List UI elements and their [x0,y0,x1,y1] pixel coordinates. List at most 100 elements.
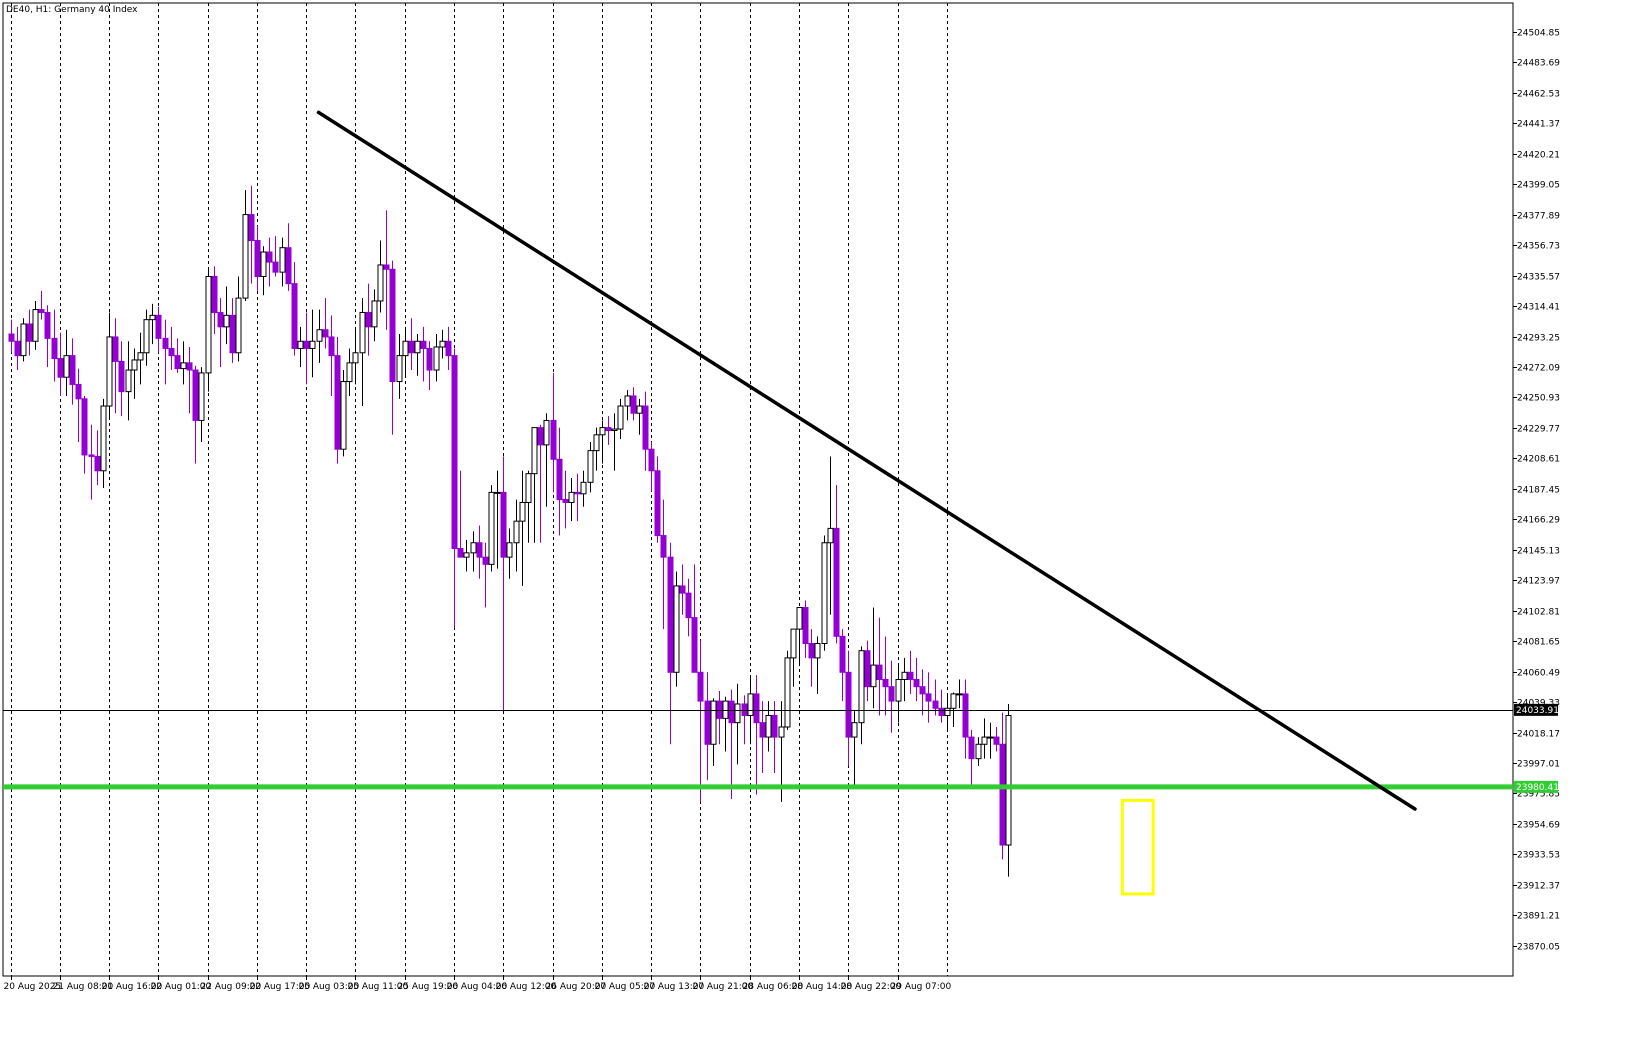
candle [149,303,156,345]
candle-body [463,552,470,558]
candle [334,336,341,464]
candle-body [913,678,920,688]
candle [309,309,316,378]
candle [463,539,470,572]
candle-body [192,369,199,421]
candle [599,420,606,464]
x-tick-label: 25 Aug 03:00 [299,982,360,992]
candle [851,711,858,788]
candle-body [383,264,390,270]
candle [728,689,735,799]
candle [365,283,372,356]
candle [420,326,427,382]
candle [913,657,920,702]
y-tick-label: 24504.85 [1517,29,1560,39]
candle-body [303,340,310,349]
candle-body [506,542,513,558]
candle-body [821,542,828,645]
candle [821,535,828,651]
y-tick-label: 24187.45 [1517,486,1560,496]
candle [975,737,982,766]
candle-body [112,336,119,362]
y-tick-label: 24293.25 [1517,334,1560,344]
candle-body [414,340,421,354]
y-tick-label: 24462.53 [1517,90,1560,100]
candle [938,689,945,723]
candle-body [611,428,618,431]
candle-body [968,736,975,760]
y-tick-label: 24335.57 [1517,273,1560,283]
candle [876,617,883,716]
candle [882,636,889,716]
candle [765,701,772,752]
candle-body [568,491,575,503]
y-tick-label: 24314.41 [1517,303,1560,313]
candle-body [845,671,852,738]
candle-body [285,247,292,285]
candle-body [543,419,550,446]
x-tick-label: 29 Aug 07:00 [891,982,952,992]
candle-body [630,395,637,414]
candle-body [642,405,649,450]
x-tick-label: 28 Aug 06:00 [743,982,804,992]
candle [377,240,384,313]
candle [494,470,501,569]
candle-body [143,319,150,354]
candle-body [697,671,704,702]
candle [457,470,464,558]
candle [784,650,791,730]
x-tick-label: 26 Aug 12:00 [496,982,557,992]
candle [888,660,895,733]
candle-body [784,657,791,728]
candle-body [88,454,95,457]
candle [525,470,532,543]
candle-body [396,355,403,383]
candle [802,600,809,658]
candle-body [44,311,51,339]
candle [1005,703,1012,877]
x-tick-label: 21 Aug 08:00 [53,982,114,992]
candle [303,312,310,385]
candle [316,309,323,363]
candle-body [377,264,384,302]
candle [155,306,162,353]
candle [402,326,409,378]
candle [137,332,144,385]
candle-body [864,650,871,688]
x-tick-label: 27 Aug 05:00 [595,982,656,992]
candle-body [235,297,242,354]
candle-body [593,434,600,452]
candle-body [704,700,711,745]
candle [962,679,969,759]
candle-body [198,372,205,421]
candle [741,695,748,745]
candle [691,564,698,673]
candle-body [537,427,544,446]
candle [272,236,279,277]
candle [100,398,107,489]
candle-body [987,736,994,739]
trendline [316,110,1417,811]
candle [205,269,212,392]
candle [359,298,366,407]
candle-body [162,337,169,349]
candle-body [254,239,261,277]
candle [839,629,846,702]
candle-body [32,309,39,342]
x-tick-label: 26 Aug 04:00 [447,982,508,992]
candle [605,416,612,445]
y-tick-label: 23997.01 [1517,760,1560,770]
candle [771,701,778,774]
candle-body [8,333,15,342]
candle-body [617,405,624,430]
candle [944,693,951,730]
candle-body [759,722,766,738]
y-tick-label: 24377.89 [1517,212,1560,222]
candle [506,528,513,579]
candle [550,372,557,493]
y-tick-label: 24039.33 [1517,699,1560,709]
candle-body [334,355,341,450]
candle-body [580,481,587,495]
